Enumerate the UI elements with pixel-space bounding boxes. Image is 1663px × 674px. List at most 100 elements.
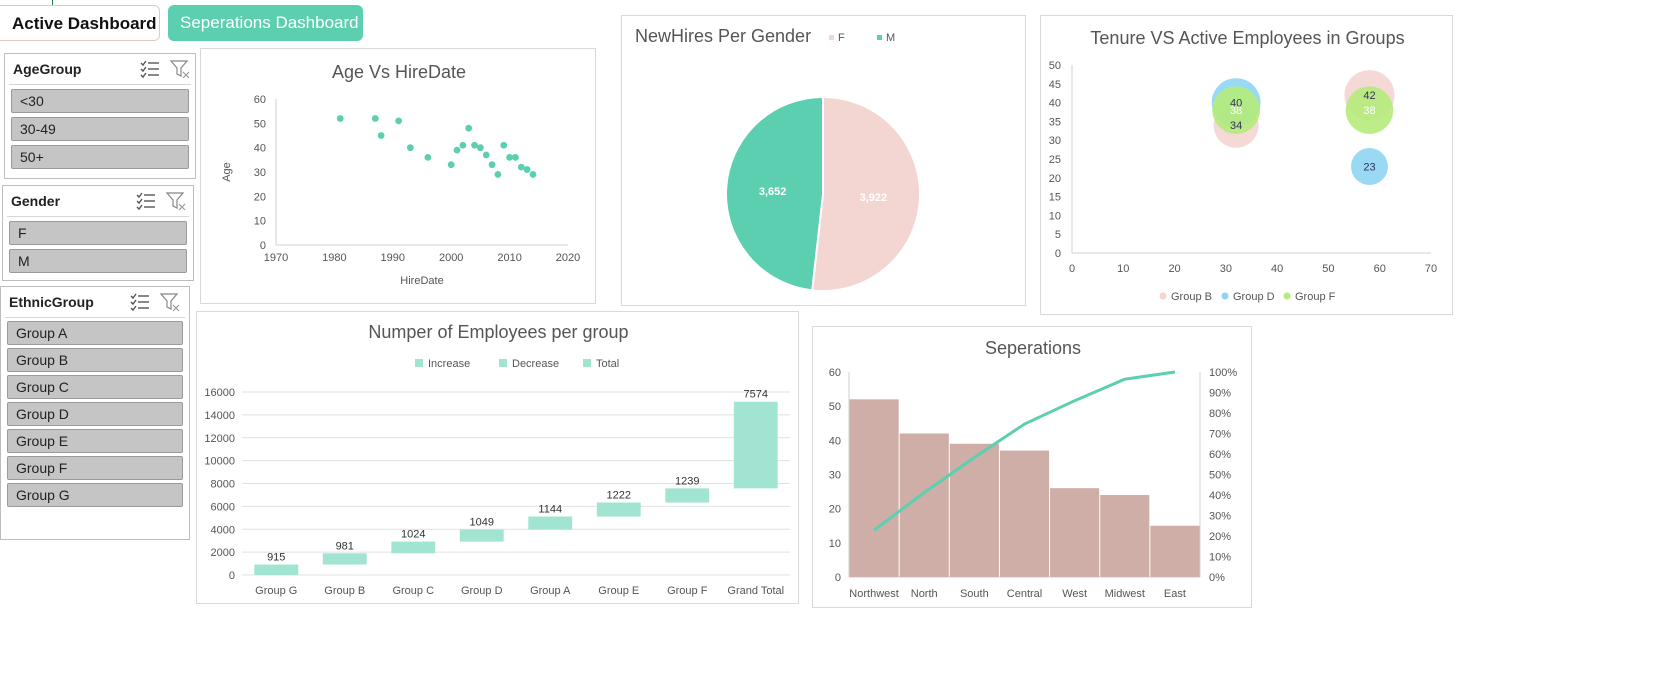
legend-swatch xyxy=(829,35,834,40)
slicer-item[interactable]: Group F xyxy=(7,456,183,480)
chart-newhires-per-gender[interactable]: NewHires Per Gender F M 3,922 3,652 xyxy=(621,15,1026,306)
clear-filter-icon[interactable] xyxy=(165,190,187,212)
slicer-item[interactable]: 50+ xyxy=(11,145,189,169)
slicer-item[interactable]: <30 xyxy=(11,89,189,113)
data-point xyxy=(471,141,478,149)
slicer-item-list: Group A Group B Group C Group D Group E … xyxy=(1,321,189,507)
x-tick-label: Midwest xyxy=(1105,588,1145,600)
bubble-chart: 0 5 10 15 20 25 30 35 40 45 50 0 10 20 30 40 50 60 70 34 42 4… xyxy=(1049,60,1437,303)
pie-chart: F M 3,922 3,652 xyxy=(725,32,921,292)
y-tick-label: 20 xyxy=(829,504,841,516)
bubble-data-label: 23 xyxy=(1363,162,1375,174)
tab-active-dashboard[interactable]: Active Dashboard xyxy=(0,5,160,41)
y-tick-label: 12000 xyxy=(204,433,235,445)
x-tick-label: Northwest xyxy=(849,588,899,600)
x-tick-label: South xyxy=(960,588,989,600)
slicer-ethnicgroup: EthnicGroup Group A Group B Group C Grou… xyxy=(0,286,190,540)
chart-age-vs-hiredate[interactable]: Age Vs HireDate 0 10 20 30 40 50 60 1970 1980 199… xyxy=(200,48,596,304)
multi-select-icon[interactable] xyxy=(139,58,161,80)
bubble-data-label: 40 xyxy=(1230,98,1242,110)
legend-swatch xyxy=(415,359,423,367)
x-tick-label: Group F xyxy=(667,585,708,597)
chart-seperations[interactable]: Seperations 0 10 20 30 40 50 60 0% 10% 20% 30% 40% 5… xyxy=(812,326,1252,608)
chart-title: Seperations xyxy=(984,338,1082,358)
legend-label: Increase xyxy=(428,358,470,370)
slicer-item[interactable]: 30-49 xyxy=(11,117,189,141)
data-point xyxy=(459,141,467,149)
x-tick-label: Group C xyxy=(392,585,434,597)
pie-slice xyxy=(725,95,824,292)
legend-swatch xyxy=(583,359,591,367)
bubble-data-label: 42 xyxy=(1363,90,1375,102)
legend-label: M xyxy=(886,32,895,44)
x-tick-label: 70 xyxy=(1425,263,1437,275)
bar-data-label: 1144 xyxy=(538,504,562,516)
slicer-item[interactable]: M xyxy=(9,249,187,273)
pie-slice xyxy=(811,95,921,292)
data-point xyxy=(523,166,531,173)
chart-employees-per-group[interactable]: Numper of Employees per group 0 2000 4000 6… xyxy=(196,311,799,604)
y-tick-label: 2000 xyxy=(211,547,235,559)
clear-filter-icon[interactable] xyxy=(159,291,181,313)
x-tick-label: Central xyxy=(1007,588,1042,600)
legend-label: Group F xyxy=(1295,291,1336,303)
data-point xyxy=(395,117,403,125)
y-tick-label: 40 xyxy=(1049,98,1061,110)
data-point xyxy=(482,151,490,159)
legend-swatch xyxy=(877,35,882,40)
slicer-item[interactable]: F xyxy=(9,221,187,245)
clear-filter-icon[interactable] xyxy=(169,58,191,80)
y2-tick-label: 30% xyxy=(1209,511,1231,523)
bubble xyxy=(1350,148,1388,186)
slicer-item[interactable]: Group B xyxy=(7,348,183,372)
x-tick-label: 2000 xyxy=(439,252,463,264)
x-tick-label: 50 xyxy=(1322,263,1334,275)
multi-select-icon[interactable] xyxy=(135,190,157,212)
slice-data-label: 3,652 xyxy=(759,186,787,198)
legend-swatch xyxy=(1221,292,1229,300)
waterfall-bar xyxy=(322,553,367,565)
y-tick-label: 5 xyxy=(1055,229,1061,241)
y-tick-label: 10 xyxy=(829,538,841,550)
y-tick-label: 20 xyxy=(1049,173,1061,185)
pareto-bar xyxy=(1050,488,1100,577)
legend-swatch xyxy=(1283,292,1291,300)
data-point xyxy=(529,171,537,178)
y-tick-label: 30 xyxy=(829,470,841,482)
x-tick-label: Grand Total xyxy=(727,585,784,597)
y-tick-label: 50 xyxy=(254,118,266,130)
chart-tenure-vs-active[interactable]: Tenure VS Active Employees in Groups 0 5 1… xyxy=(1040,15,1453,315)
y-tick-label: 0 xyxy=(229,570,235,582)
slicer-agegroup: AgeGroup <30 30-49 50+ xyxy=(4,53,196,179)
data-point xyxy=(453,146,461,154)
y-tick-label: 14000 xyxy=(204,410,235,422)
slicer-header: Gender xyxy=(7,186,189,217)
bar-data-label: 981 xyxy=(336,540,354,552)
slicer-header: EthnicGroup xyxy=(5,287,185,318)
slicer-item[interactable]: Group G xyxy=(7,483,183,507)
tab-seperations-dashboard[interactable]: Seperations Dashboard xyxy=(168,5,363,41)
pareto-bar xyxy=(949,443,999,577)
slicer-item[interactable]: Group D xyxy=(7,402,183,426)
y-tick-label: 10000 xyxy=(204,456,235,468)
y-tick-label: 30 xyxy=(254,167,266,179)
data-point xyxy=(477,144,484,152)
data-point xyxy=(465,124,473,132)
slicer-title: Gender xyxy=(11,193,61,209)
y-tick-label: 20 xyxy=(254,191,266,203)
waterfall-bar xyxy=(733,401,778,489)
x-tick-label: 2010 xyxy=(497,252,521,264)
data-point xyxy=(494,171,502,178)
y-tick-label: 60 xyxy=(829,367,841,379)
legend-label: F xyxy=(838,32,845,44)
y-tick-label: 0 xyxy=(835,572,841,584)
slicer-item[interactable]: Group A xyxy=(7,321,183,345)
y-tick-label: 60 xyxy=(254,94,266,106)
slicer-item[interactable]: Group E xyxy=(7,429,183,453)
y-tick-label: 10 xyxy=(254,216,266,228)
y-tick-label: 45 xyxy=(1049,79,1061,91)
chart-title: Numper of Employees per group xyxy=(368,322,629,342)
slicer-item[interactable]: Group C xyxy=(7,375,183,399)
pareto-bar xyxy=(849,399,899,577)
multi-select-icon[interactable] xyxy=(129,291,151,313)
